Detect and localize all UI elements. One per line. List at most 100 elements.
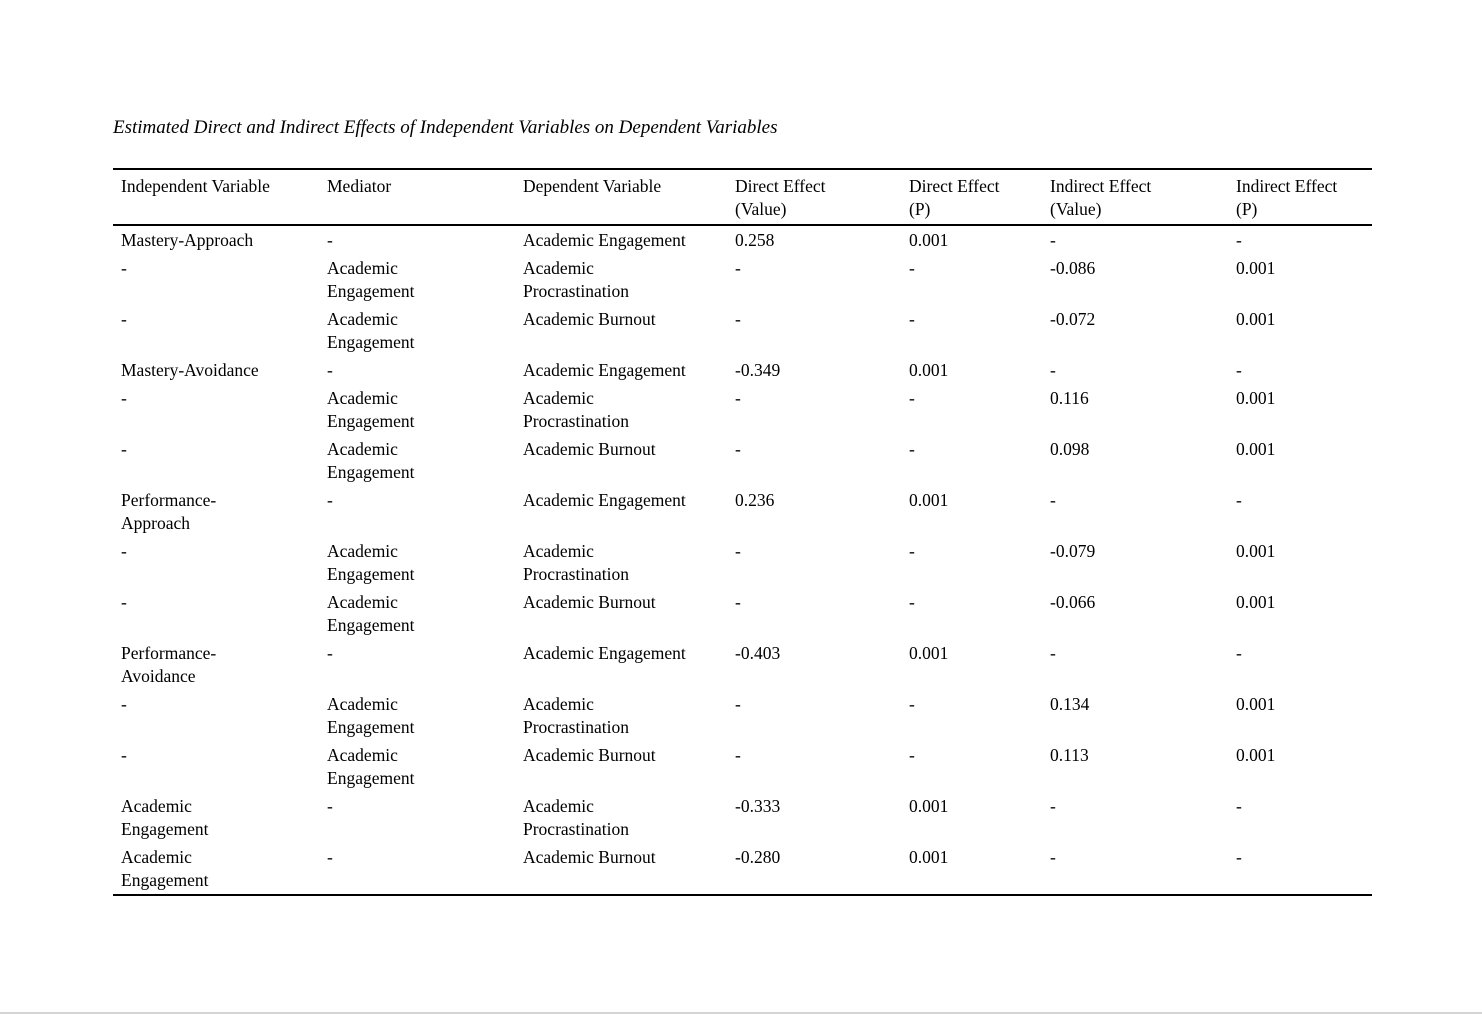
table-cell: - <box>909 258 915 278</box>
table-cell: 0.001 <box>1236 694 1276 714</box>
table-cell: - <box>735 309 741 329</box>
table-cell: 0.098 <box>1050 439 1090 459</box>
table-cell: - <box>121 258 127 278</box>
effects-table: Independent Variable Mediator Dependent … <box>113 168 1372 896</box>
table-cell: - <box>121 309 127 329</box>
table-cell: Academic Engagement <box>523 360 686 380</box>
table-cell: Academic Procrastination <box>523 796 629 839</box>
table-cell: -0.072 <box>1050 309 1096 329</box>
table-cell: - <box>735 388 741 408</box>
table-cell: - <box>1236 360 1242 380</box>
table-cell: Academic Engagement <box>327 388 415 431</box>
table-cell: - <box>327 490 333 510</box>
table-cell: - <box>121 694 127 714</box>
table-row: Academic Engagement - Academic Procrastina… <box>113 792 1372 843</box>
table-row: - Academic Engagement Academic Procrastina… <box>113 254 1372 305</box>
table-cell: - <box>327 847 333 867</box>
table-cell: Academic Procrastination <box>523 388 629 431</box>
table-row: Performance- Approach - Academic Engagemen… <box>113 486 1372 537</box>
table-cell: 0.236 <box>735 490 775 510</box>
table-cell: Academic Procrastination <box>523 694 629 737</box>
column-header-independent-variable: Independent Variable <box>113 169 319 226</box>
table-row: Mastery-Avoidance - Academic Engagement - 0.… <box>113 356 1372 384</box>
header-row: Independent Variable Mediator Dependent … <box>113 169 1372 226</box>
table-cell: - <box>735 745 741 765</box>
table-cell: 0.258 <box>735 230 775 250</box>
window-edge-divider <box>0 1012 1482 1014</box>
table-cell: Academic Engagement <box>523 490 686 510</box>
table-cell: 0.134 <box>1050 694 1090 714</box>
table-cell: - <box>1236 796 1242 816</box>
table-row: - Academic Engagement Academic Burnout - - -0… <box>113 305 1372 356</box>
table-cell: Academic Engagement <box>121 847 209 890</box>
table-cell: -0.086 <box>1050 258 1096 278</box>
table-cell: - <box>1050 230 1056 250</box>
table-cell: Academic Burnout <box>523 439 656 459</box>
table-cell: 0.001 <box>1236 541 1276 561</box>
table-cell: - <box>121 388 127 408</box>
column-header-indirect-effect-value: Indirect Effect (Value) <box>1042 169 1228 226</box>
table-cell: Academic Engagement <box>327 439 415 482</box>
table-title: Estimated Direct and Indirect Effects of… <box>113 117 778 138</box>
table-cell: - <box>121 541 127 561</box>
table-cell: -0.280 <box>735 847 781 867</box>
table-cell: - <box>909 745 915 765</box>
table-body: Mastery-Approach - Academic Engagement 0.25… <box>113 225 1372 895</box>
table-cell: 0.001 <box>909 490 949 510</box>
table-cell: - <box>121 592 127 612</box>
table-cell: Academic Engagement <box>327 309 415 352</box>
table-cell: - <box>909 592 915 612</box>
table-cell: -0.066 <box>1050 592 1096 612</box>
table-row: Mastery-Approach - Academic Engagement 0.25… <box>113 225 1372 254</box>
table-cell: Academic Burnout <box>523 847 656 867</box>
table-cell: Academic Engagement <box>121 796 209 839</box>
table-cell: Academic Engagement <box>523 230 686 250</box>
table-cell: 0.001 <box>909 360 949 380</box>
table-row: - Academic Engagement Academic Burnout - - -0… <box>113 588 1372 639</box>
table-cell: 0.001 <box>909 796 949 816</box>
table-row: Performance- Avoidance - Academic Engageme… <box>113 639 1372 690</box>
table-cell: Academic Burnout <box>523 745 656 765</box>
table-row: Academic Engagement - Academic Burnout -0.2… <box>113 843 1372 895</box>
table-cell: - <box>909 541 915 561</box>
table-cell: Academic Engagement <box>327 258 415 301</box>
table-cell: 0.116 <box>1050 388 1089 408</box>
table-cell: Academic Procrastination <box>523 541 629 584</box>
table-cell: 0.001 <box>1236 745 1276 765</box>
table-cell: Academic Procrastination <box>523 258 629 301</box>
table-cell: Mastery-Avoidance <box>121 360 259 380</box>
table-cell: - <box>735 541 741 561</box>
table-cell: 0.001 <box>909 230 949 250</box>
table-cell: - <box>909 439 915 459</box>
table-cell: 0.001 <box>909 643 949 663</box>
table-cell: Academic Engagement <box>523 643 686 663</box>
table-cell: - <box>909 694 915 714</box>
table-cell: Academic Burnout <box>523 592 656 612</box>
table-cell: - <box>327 360 333 380</box>
table-cell: - <box>909 309 915 329</box>
table-row: - Academic Engagement Academic Burnout - - 0.… <box>113 741 1372 792</box>
table-cell: 0.113 <box>1050 745 1089 765</box>
table-cell: - <box>909 388 915 408</box>
table-header: Independent Variable Mediator Dependent … <box>113 169 1372 226</box>
table-cell: 0.001 <box>1236 309 1276 329</box>
column-header-indirect-effect-p: Indirect Effect (P) <box>1228 169 1372 226</box>
table-cell: - <box>1050 796 1056 816</box>
table-cell: - <box>735 439 741 459</box>
table-cell: 0.001 <box>1236 592 1276 612</box>
table-cell: -0.333 <box>735 796 781 816</box>
table-row: - Academic Engagement Academic Procrastina… <box>113 690 1372 741</box>
table-cell: Mastery-Approach <box>121 230 254 250</box>
table-cell: 0.001 <box>909 847 949 867</box>
table-cell: 0.001 <box>1236 258 1276 278</box>
table-cell: Academic Engagement <box>327 745 415 788</box>
table-cell: - <box>735 258 741 278</box>
table-cell: - <box>1236 847 1242 867</box>
table-cell: - <box>1236 643 1242 663</box>
table-row: - Academic Engagement Academic Procrastina… <box>113 384 1372 435</box>
column-header-mediator: Mediator <box>319 169 515 226</box>
table-cell: - <box>1050 643 1056 663</box>
column-header-direct-effect-value: Direct Effect (Value) <box>727 169 901 226</box>
table-cell: -0.079 <box>1050 541 1096 561</box>
column-header-direct-effect-p: Direct Effect (P) <box>901 169 1042 226</box>
